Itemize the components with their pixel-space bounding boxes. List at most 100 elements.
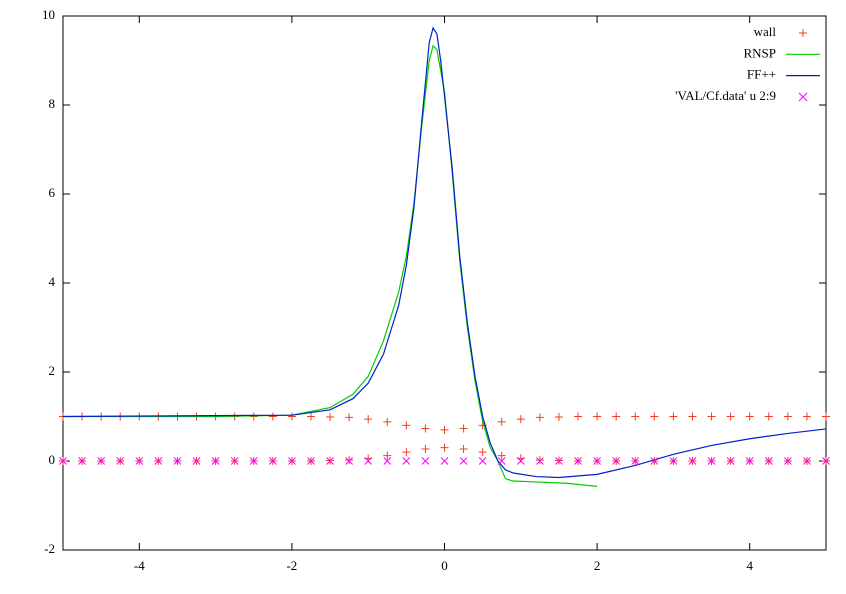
point: [650, 412, 659, 421]
point: [211, 457, 220, 465]
point: [268, 457, 277, 465]
point: [497, 451, 506, 460]
point: [307, 457, 315, 465]
point: [707, 457, 716, 465]
point: [478, 457, 487, 465]
point: [707, 412, 716, 421]
point: [345, 457, 353, 465]
point: [783, 412, 792, 421]
point: [574, 412, 583, 421]
point: [326, 412, 335, 421]
point: [535, 456, 544, 465]
point: [688, 457, 697, 465]
point: [249, 412, 258, 421]
point: [535, 413, 544, 422]
point: [78, 457, 86, 465]
point: [249, 457, 258, 465]
point: [97, 457, 106, 465]
point: [497, 417, 506, 426]
x-tick-label: 4: [746, 558, 753, 573]
point: [764, 457, 773, 465]
legend-swatch: [799, 29, 807, 37]
point: [516, 457, 525, 465]
legend-label: 'VAL/Cf.data' u 2:9: [675, 88, 776, 103]
y-tick-label: -2: [44, 541, 55, 556]
y-tick-label: 4: [49, 274, 56, 289]
point: [268, 412, 277, 421]
point: [421, 424, 430, 433]
point: [764, 412, 773, 421]
point: [364, 415, 373, 424]
point: [326, 457, 334, 465]
point: [421, 444, 430, 453]
point: [459, 424, 468, 433]
point: [383, 457, 392, 465]
x-tick-label: -4: [134, 558, 145, 573]
point: [802, 412, 811, 421]
point: [554, 412, 563, 421]
point: [726, 412, 735, 421]
point: [192, 457, 201, 465]
point: [688, 412, 697, 421]
y-tick-label: 2: [49, 363, 56, 378]
point: [726, 457, 735, 465]
y-tick-label: 10: [42, 7, 55, 22]
point: [593, 457, 601, 465]
point: [59, 457, 67, 465]
point: [402, 457, 411, 465]
point: [574, 457, 582, 465]
point: [669, 457, 678, 465]
point: [459, 457, 468, 465]
point: [555, 457, 563, 465]
point: [459, 444, 468, 453]
point: [783, 457, 792, 465]
point: [478, 448, 487, 457]
point: [345, 413, 354, 422]
legend-label: FF++: [747, 67, 776, 82]
y-tick-label: 6: [49, 185, 56, 200]
point: [631, 412, 640, 421]
legend-swatch: [798, 92, 808, 102]
point: [822, 457, 830, 465]
legend-label: RNSP: [743, 45, 776, 60]
point: [497, 457, 506, 465]
point: [383, 417, 392, 426]
point: [516, 415, 525, 424]
point: [593, 412, 602, 421]
point: [440, 457, 449, 465]
point: [383, 451, 392, 460]
line: [63, 44, 598, 487]
x-tick-label: 2: [594, 558, 601, 573]
point: [440, 443, 449, 452]
point: [822, 412, 830, 421]
point: [612, 457, 621, 465]
x-tick-label: -2: [286, 558, 297, 573]
point: [745, 457, 754, 465]
point: [421, 457, 430, 465]
point: [116, 457, 125, 465]
point: [745, 412, 754, 421]
point: [440, 425, 449, 434]
point: [287, 412, 296, 421]
point: [631, 457, 640, 465]
x-tick-label: 0: [441, 558, 448, 573]
point: [803, 457, 811, 465]
point: [230, 457, 239, 465]
point: [345, 456, 354, 465]
point: [135, 457, 144, 465]
point: [669, 412, 678, 421]
point: [402, 421, 411, 430]
point: [402, 448, 411, 457]
point: [364, 457, 373, 465]
point: [173, 457, 182, 465]
point: [612, 412, 621, 421]
line: [62, 26, 827, 479]
legend-label: wall: [754, 24, 777, 39]
point: [306, 412, 315, 421]
point: [536, 457, 544, 465]
y-tick-label: 0: [49, 452, 56, 467]
y-tick-label: 8: [49, 96, 56, 111]
point: [650, 457, 659, 465]
